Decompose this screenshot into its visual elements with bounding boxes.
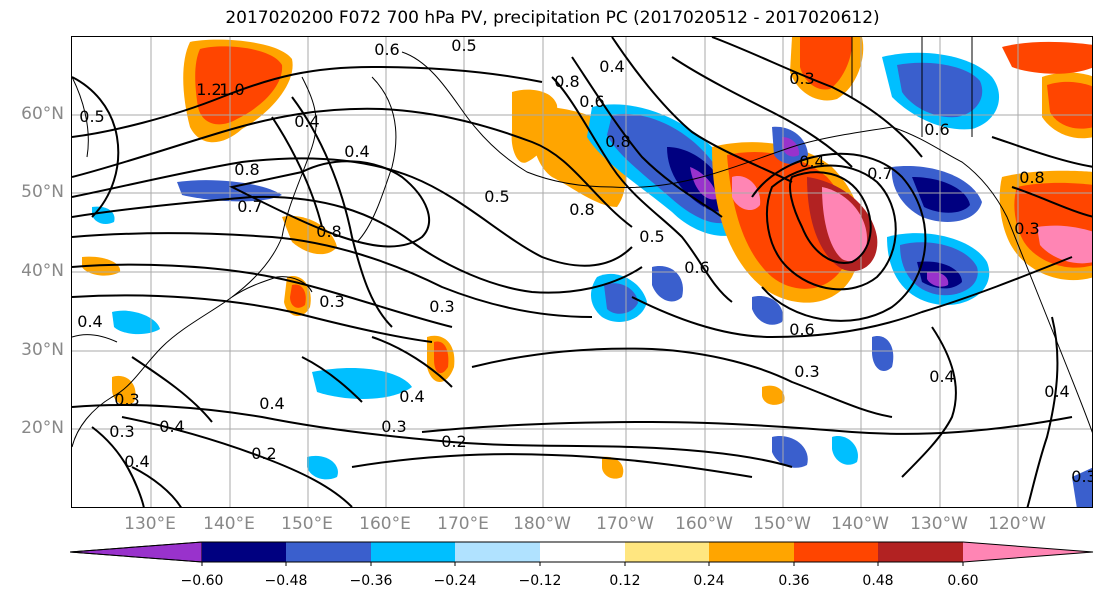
colorbar-tick-label: −0.60: [180, 573, 224, 589]
contour-label: 0.4: [124, 452, 149, 471]
lat-label-30n: 30°N: [21, 340, 64, 360]
lon-label-140w: 140°W: [831, 514, 889, 534]
lon-label-160e: 160°E: [359, 514, 411, 534]
contour-label: 0.7: [867, 164, 892, 183]
colorbar-tick-label: 0.24: [693, 573, 725, 589]
contour-label: 0.3: [794, 362, 819, 381]
contour-label: 0.2: [441, 432, 466, 451]
contour-label: 0.2: [251, 444, 276, 463]
coastlines: [72, 37, 1092, 448]
contour-label: 0.8: [234, 160, 259, 179]
contour-label: 0.8: [1019, 168, 1044, 187]
colorbar-tick-label: −0.24: [433, 573, 477, 589]
contour-label: 0.3: [319, 292, 344, 311]
colorbar-bin: [371, 542, 455, 562]
lon-label-140e: 140°E: [203, 514, 255, 534]
shaded-anomalies: [82, 37, 1092, 507]
colorbar-bin: [878, 542, 963, 562]
contour-label: 0.6: [579, 92, 604, 111]
lat-label-40n: 40°N: [21, 261, 64, 281]
contour-label: 0.8: [554, 72, 579, 91]
lon-label-170e: 170°E: [437, 514, 489, 534]
contour-label: 0.6: [684, 258, 709, 277]
colorbar-bin: [625, 542, 709, 562]
lon-label-130e: 130°E: [124, 514, 176, 534]
lon-label-180w: 180°W: [513, 514, 571, 534]
graticule: [72, 37, 1092, 507]
contour-label: 0.6: [924, 120, 949, 139]
lon-label-120w: 120°W: [988, 514, 1046, 534]
contour-label: 0.4: [929, 367, 954, 386]
colorbar-bin: [963, 542, 1093, 562]
colorbar-bin: [69, 541, 203, 563]
contour-label: 0.5: [451, 37, 476, 55]
map-panel: 0.6 0.5 0.8 0.3 1.0 1.2 0.5 0.4 0.6 0.4 …: [71, 36, 1093, 508]
contour-label: 0.6: [374, 40, 399, 59]
lat-label-50n: 50°N: [21, 182, 64, 202]
contour-label: 0.6: [789, 320, 814, 339]
contour-label: 0.4: [599, 57, 624, 76]
contour-label: 0.5: [79, 107, 104, 126]
colorbar-svg: [69, 541, 1094, 566]
colorbar-tick-label: 0.60: [947, 573, 979, 589]
contour-label: 0.3: [114, 390, 139, 409]
contour-label: 0.4: [259, 394, 284, 413]
contour-label: 0.3: [429, 297, 454, 316]
contour-label: 0.8: [605, 132, 630, 151]
lat-label-20n: 20°N: [21, 418, 64, 438]
contour-labels: 0.6 0.5 0.8 0.3 1.0 1.2 0.5 0.4 0.6 0.4 …: [77, 37, 1093, 486]
colorbar-bin: [794, 542, 878, 562]
colorbar-tick-label: 0.36: [778, 573, 810, 589]
contour-label: 0.3: [789, 69, 814, 88]
contour-label: 0.3: [381, 417, 406, 436]
contour-label: 0.4: [294, 112, 319, 131]
lon-label-150e: 150°E: [281, 514, 333, 534]
colorbar-tick-label: 0.12: [609, 573, 641, 589]
contour-label: 0.5: [639, 227, 664, 246]
lon-label-130w: 130°W: [910, 514, 968, 534]
pv-contours: [72, 37, 1092, 507]
contour-label: 0.3: [109, 422, 134, 441]
contour-label: 1.0: [219, 80, 244, 99]
colorbar-tick-label: −0.12: [518, 573, 562, 589]
colorbar-tick-label: 0.48: [862, 573, 894, 589]
contour-label: 0.4: [159, 417, 184, 436]
colorbar-bin: [286, 542, 371, 562]
contour-label: 0.3: [1071, 467, 1093, 486]
contour-label: 0.4: [344, 142, 369, 161]
contour-label: 0.3: [1014, 219, 1039, 238]
contour-label: 0.4: [1044, 382, 1069, 401]
colorbar-bin: [202, 542, 286, 562]
contour-label: 0.4: [399, 387, 424, 406]
lon-label-160w: 160°W: [675, 514, 733, 534]
colorbar-tick-label: −0.36: [349, 573, 393, 589]
map-canvas: 0.6 0.5 0.8 0.3 1.0 1.2 0.5 0.4 0.6 0.4 …: [72, 37, 1093, 507]
colorbar-bin: [455, 542, 540, 562]
lon-label-170w: 170°W: [596, 514, 654, 534]
contour-label: 0.4: [77, 312, 102, 331]
colorbar-bin: [709, 542, 794, 562]
lon-label-150w: 150°W: [753, 514, 811, 534]
contour-label: 0.5: [484, 187, 509, 206]
colorbar: [69, 540, 1096, 570]
lat-label-60n: 60°N: [21, 104, 64, 124]
colorbar-tick-label: −0.48: [264, 573, 308, 589]
contour-label: 1.2: [196, 80, 221, 99]
map-title: 2017020200 F072 700 hPa PV, precipitatio…: [225, 8, 880, 28]
contour-label: 0.8: [316, 222, 341, 241]
contour-label: 0.4: [799, 152, 824, 171]
contour-label: 0.7: [237, 197, 262, 216]
contour-label: 0.8: [569, 200, 594, 219]
colorbar-bin: [540, 542, 625, 562]
